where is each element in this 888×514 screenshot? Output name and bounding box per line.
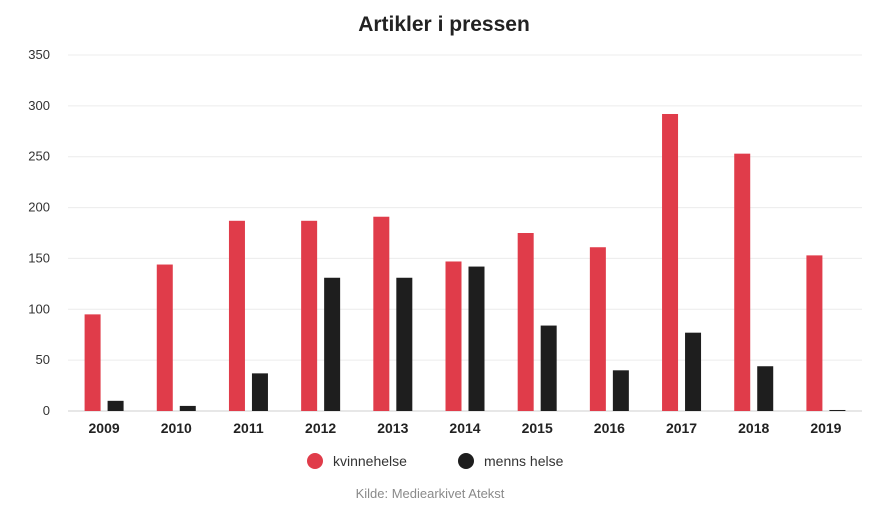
y-tick-label: 250	[28, 149, 50, 164]
bar-kvinnehelse-2017	[662, 113, 679, 411]
x-tick-label: 2012	[305, 420, 336, 436]
bar-kvinnehelse-2019	[806, 255, 823, 411]
x-tick-label: 2010	[161, 420, 192, 436]
chart-title: Artikler i pressen	[358, 13, 530, 36]
bar-menns-helse-2013	[396, 277, 413, 411]
bar-kvinnehelse-2012	[301, 220, 318, 411]
y-tick-label: 100	[28, 301, 50, 316]
bar-kvinnehelse-2014	[445, 261, 462, 411]
bar-kvinnehelse-2013	[373, 216, 390, 411]
x-tick-label: 2018	[738, 420, 769, 436]
x-tick-label: 2015	[522, 420, 553, 436]
bar-menns-helse-2015	[540, 325, 557, 411]
y-tick-label: 200	[28, 200, 50, 215]
bar-menns-helse-2016	[612, 370, 629, 411]
source-note: Kilde: Mediearkivet Atekst	[356, 486, 505, 501]
y-tick-label: 350	[28, 47, 50, 62]
y-tick-label: 300	[28, 98, 50, 113]
x-tick-label: 2016	[594, 420, 625, 436]
bar-menns-helse-2009	[107, 400, 124, 411]
x-tick-label: 2011	[233, 420, 264, 436]
bar-menns-helse-2017	[685, 332, 702, 411]
bar-menns-helse-2011	[251, 373, 268, 411]
bar-menns-helse-2010	[179, 405, 196, 411]
y-axis: 0 50 100 150 200 250 300 350	[28, 47, 50, 418]
bar-kvinnehelse-2009	[84, 314, 101, 411]
bar-menns-helse-2012	[324, 277, 341, 411]
x-tick-label: 2013	[377, 420, 408, 436]
bar-kvinnehelse-2015	[517, 233, 534, 411]
bar-kvinnehelse-2016	[589, 247, 606, 411]
legend-swatch-menns-helse	[458, 453, 474, 469]
x-tick-label: 2009	[89, 420, 120, 436]
x-tick-label: 2019	[810, 420, 841, 436]
bar-kvinnehelse-2011	[228, 220, 245, 411]
legend-swatch-kvinnehelse	[307, 453, 323, 469]
gridlines	[68, 54, 862, 412]
legend-label-kvinnehelse: kvinnehelse	[333, 453, 407, 469]
legend-label-menns-helse: menns helse	[484, 453, 564, 469]
y-tick-label: 150	[28, 250, 50, 265]
bar-kvinnehelse-2010	[156, 264, 173, 411]
y-tick-label: 50	[36, 352, 50, 367]
bar-menns-helse-2018	[757, 366, 774, 411]
bar-kvinnehelse-2018	[734, 153, 751, 412]
x-tick-label: 2017	[666, 420, 697, 436]
legend: kvinnehelse menns helse	[307, 453, 564, 469]
bars	[84, 113, 846, 412]
bar-menns-helse-2019	[829, 409, 846, 411]
bar-menns-helse-2014	[468, 266, 485, 411]
x-axis: 2009 2010 2011 2012 2013 2014 2015 2016 2017 2018…	[89, 420, 842, 436]
x-tick-label: 2014	[449, 420, 480, 436]
y-tick-label: 0	[43, 403, 50, 418]
